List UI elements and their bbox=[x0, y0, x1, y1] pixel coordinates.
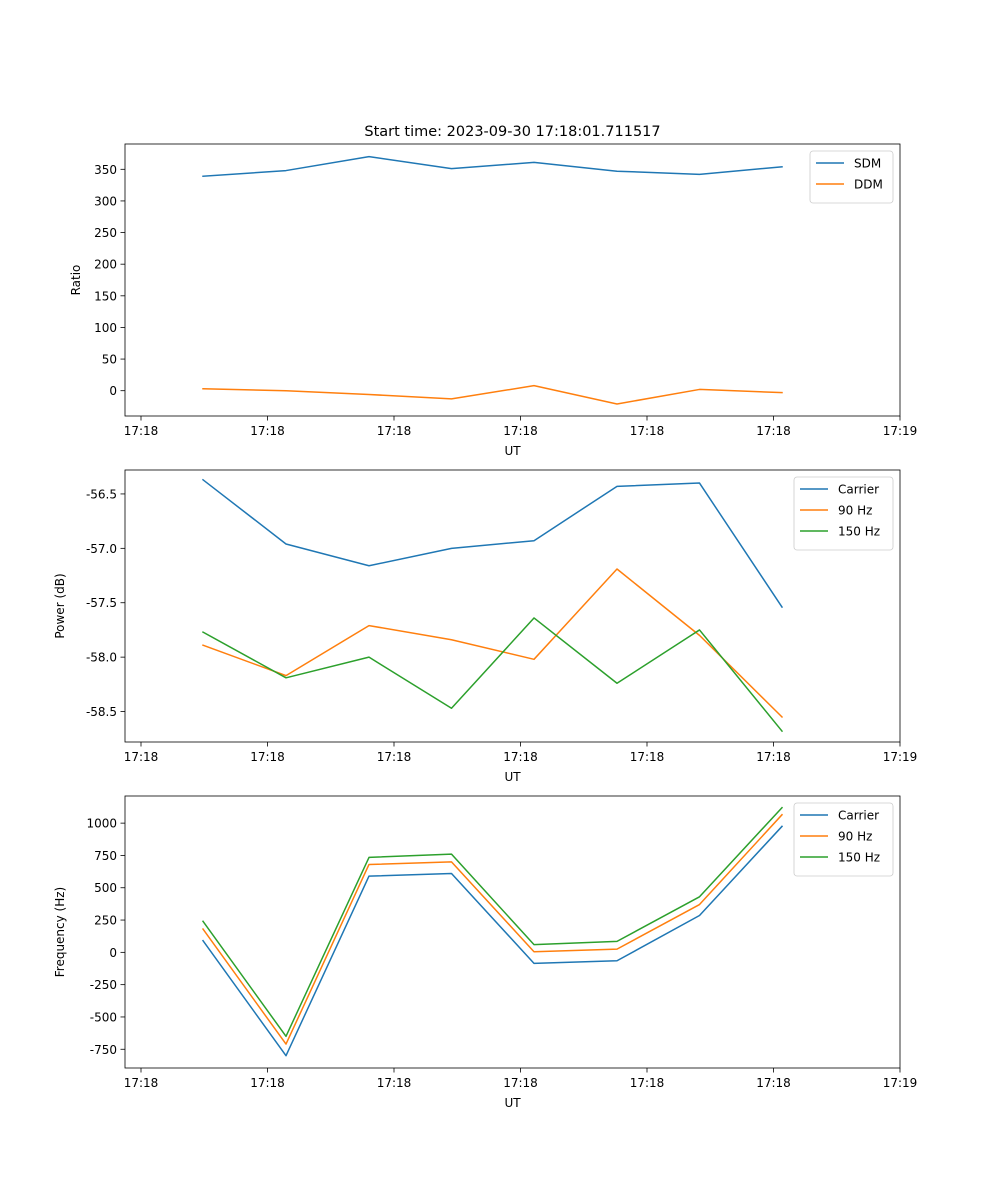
x-tick-label: 17:18 bbox=[503, 1076, 538, 1090]
y-axis-label: Ratio bbox=[69, 265, 83, 296]
subplot-2: 17:18 17:18 17:18 17:18 17:18 17:18 17:19 -58.5… bbox=[53, 469, 918, 784]
x-tick-label: 17:18 bbox=[250, 1076, 285, 1090]
x-tick-label: 17:18 bbox=[630, 750, 665, 764]
legend-label: DDM bbox=[854, 178, 883, 192]
series-150-hz-line bbox=[201, 617, 784, 733]
y-tick-label: 300 bbox=[94, 194, 117, 208]
axes-frame bbox=[124, 469, 901, 743]
x-tick-label: 17:18 bbox=[124, 750, 159, 764]
x-axis-label: UT bbox=[504, 770, 521, 784]
legend: SDM DDM bbox=[809, 150, 894, 204]
x-tick-label: 17:18 bbox=[377, 1076, 412, 1090]
x-tick-label: 17:18 bbox=[377, 750, 412, 764]
series-90-hz-line bbox=[201, 813, 784, 1045]
x-tick-label: 17:18 bbox=[250, 424, 285, 438]
x-tick-label: 17:18 bbox=[124, 1076, 159, 1090]
y-tick-label: 500 bbox=[94, 881, 117, 895]
series-ddm-line bbox=[202, 384, 783, 405]
x-axis-label: UT bbox=[504, 444, 521, 458]
legend-label: 150 Hz bbox=[838, 525, 880, 539]
legend: Carrier 90 Hz 150 Hz bbox=[793, 476, 894, 551]
x-tick-label: 17:18 bbox=[377, 424, 412, 438]
axes-frame bbox=[124, 795, 901, 1069]
y-tick-label: 1000 bbox=[86, 817, 117, 831]
figure-title: Start time: 2023-09-30 17:18:01.711517 bbox=[364, 124, 660, 140]
series-carrier-line bbox=[201, 825, 784, 1057]
x-tick-label: 17:18 bbox=[756, 424, 791, 438]
y-tick-label: -57.5 bbox=[86, 596, 117, 610]
legend-label: 90 Hz bbox=[838, 504, 872, 518]
y-tick-label: 100 bbox=[94, 321, 117, 335]
y-tick-label: -250 bbox=[90, 978, 117, 992]
y-tick-label: -56.5 bbox=[86, 487, 117, 501]
y-tick-label: -750 bbox=[90, 1043, 117, 1057]
x-tick-label: 17:18 bbox=[630, 424, 665, 438]
x-tick-label: 17:19 bbox=[883, 1076, 918, 1090]
series-90-hz-line bbox=[202, 568, 784, 719]
x-tick-label: 17:18 bbox=[756, 1076, 791, 1090]
legend-box bbox=[809, 150, 894, 204]
y-axis-label: Power (dB) bbox=[53, 573, 67, 638]
x-tick-label: 17:18 bbox=[503, 750, 538, 764]
y-tick-label: 50 bbox=[102, 353, 117, 367]
legend-label: SDM bbox=[854, 157, 881, 171]
y-tick-label: 250 bbox=[94, 914, 117, 928]
y-tick-label: -58.0 bbox=[86, 651, 117, 665]
y-tick-label: -58.5 bbox=[86, 705, 117, 719]
legend-label: 90 Hz bbox=[838, 830, 872, 844]
legend-label: Carrier bbox=[838, 809, 879, 823]
x-tick-label: 17:18 bbox=[630, 1076, 665, 1090]
legend-label: 150 Hz bbox=[838, 851, 880, 865]
y-tick-label: 0 bbox=[109, 946, 117, 960]
x-tick-label: 17:19 bbox=[883, 750, 918, 764]
y-axis-label: Frequency (Hz) bbox=[53, 887, 67, 978]
y-tick-label: 0 bbox=[109, 384, 117, 398]
x-tick-label: 17:18 bbox=[756, 750, 791, 764]
subplot-1: 17:18 17:18 17:18 17:18 17:18 17:18 17:19 0 50 10… bbox=[69, 143, 918, 458]
legend-label: Carrier bbox=[838, 483, 879, 497]
y-tick-label: -500 bbox=[90, 1010, 117, 1024]
series-sdm-line bbox=[202, 155, 783, 178]
x-tick-label: 17:18 bbox=[503, 424, 538, 438]
axes-frame bbox=[124, 143, 901, 417]
y-tick-label: 750 bbox=[94, 849, 117, 863]
y-tick-label: 250 bbox=[94, 226, 117, 240]
series-carrier-line bbox=[201, 478, 784, 609]
legend: Carrier 90 Hz 150 Hz bbox=[793, 802, 894, 877]
x-tick-label: 17:18 bbox=[250, 750, 285, 764]
y-tick-label: 350 bbox=[94, 163, 117, 177]
y-tick-label: 200 bbox=[94, 258, 117, 272]
series-150-hz-line bbox=[201, 806, 784, 1038]
x-tick-label: 17:19 bbox=[883, 424, 918, 438]
y-tick-label: -57.0 bbox=[86, 542, 117, 556]
x-axis-label: UT bbox=[504, 1096, 521, 1110]
y-tick-label: 150 bbox=[94, 289, 117, 303]
x-tick-label: 17:18 bbox=[124, 424, 159, 438]
subplot-3: 17:18 17:18 17:18 17:18 17:18 17:18 17:19 -750 -… bbox=[53, 795, 918, 1110]
